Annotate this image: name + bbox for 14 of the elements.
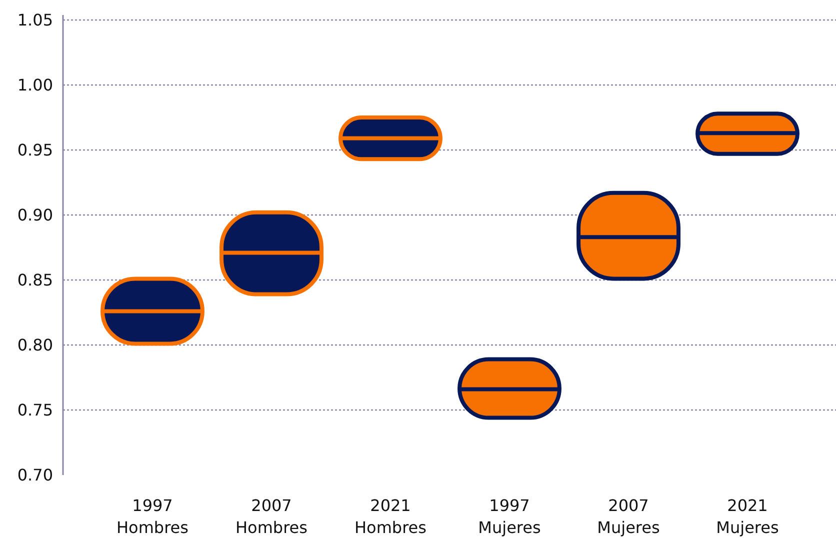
- y-tick-label: 0.85: [17, 270, 53, 290]
- y-tick-label: 0.95: [17, 140, 53, 160]
- y-tick-label: 0.70: [17, 466, 53, 485]
- y-tick-label: 0.75: [17, 400, 53, 420]
- y-tick-label: 1.00: [17, 76, 53, 95]
- y-tick-label: 0.80: [17, 336, 53, 355]
- x-tick-label: 2007 Hombres: [236, 496, 308, 537]
- x-tick-label: 2007 Mujeres: [597, 496, 660, 537]
- x-tick-label: 2021 Mujeres: [716, 496, 779, 537]
- x-tick-label: 1997 Hombres: [116, 496, 188, 537]
- y-tick-label: 0.90: [17, 206, 53, 225]
- y-tick-label: 1.05: [17, 10, 53, 30]
- x-tick-label: 1997 Mujeres: [478, 496, 541, 537]
- x-tick-label: 2021 Hombres: [354, 496, 426, 537]
